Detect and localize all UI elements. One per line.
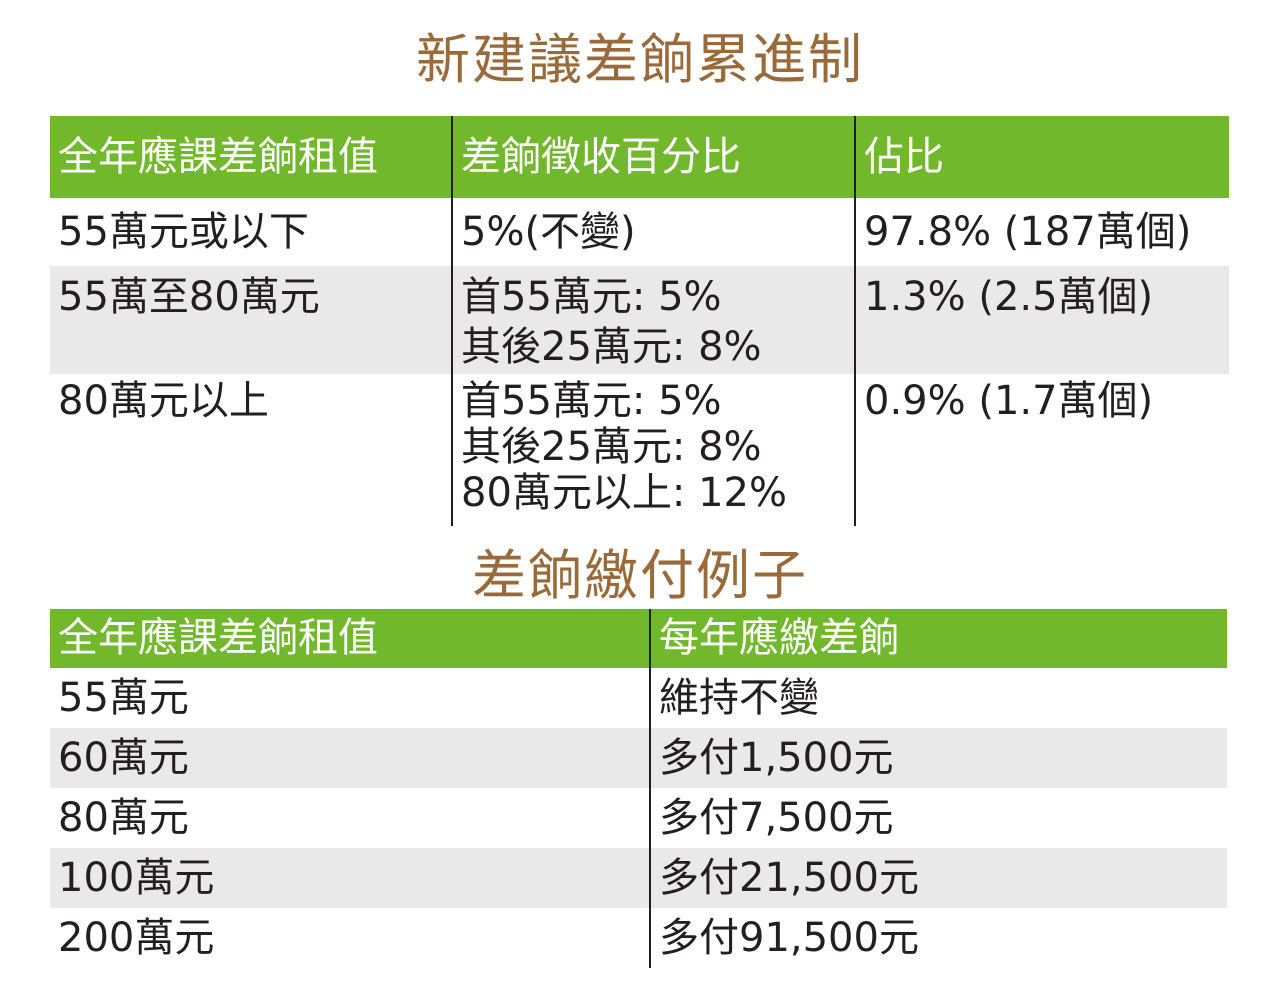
- rateable-value-cell: 80萬元: [58, 795, 189, 841]
- table-row: 60萬元 多付1,500元: [50, 728, 1227, 788]
- payment-cell: 多付1,500元: [649, 728, 1227, 788]
- header-share: 佔比: [854, 116, 1229, 198]
- table-row: 55萬元或以下 5%(不變) 97.8% (187萬個): [50, 198, 1229, 266]
- rateable-value-cell: 60萬元: [50, 728, 650, 788]
- rateable-value-cell: 55萬至80萬元: [50, 266, 452, 374]
- progressive-rates-title: 新建議差餉累進制: [416, 28, 864, 91]
- table-row: 200萬元 多付91,500元: [50, 908, 1227, 968]
- rateable-value-cell: 200萬元: [58, 915, 215, 961]
- table-row: 80萬元以上 首55萬元: 5% 其後25萬元: 8% 80萬元以上: 12% …: [50, 374, 1229, 526]
- table-header-row: 全年應課差餉租值 差餉徵收百分比 佔比: [50, 116, 1229, 198]
- rate-line: 5%(不變): [461, 209, 636, 255]
- rate-cell: 首55萬元: 5% 其後25萬元: 8%: [451, 266, 855, 374]
- rate-line: 其後25萬元: 8%: [461, 424, 762, 470]
- rateable-value-cell: 55萬元或以下: [58, 209, 309, 255]
- header-annual-payment: 每年應繳差餉: [649, 609, 1227, 668]
- payment-cell: 多付7,500元: [649, 788, 1227, 848]
- rateable-value-cell: 100萬元: [50, 848, 650, 908]
- table-row: 80萬元 多付7,500元: [50, 788, 1227, 848]
- header-rateable-value: 全年應課差餉租值: [50, 116, 452, 198]
- payment-cell: 多付91,500元: [649, 908, 1227, 968]
- rate-cell: 5%(不變): [451, 198, 855, 266]
- payment-cell: 多付21,500元: [649, 848, 1227, 908]
- rate-line: 80萬元以上: 12%: [461, 470, 787, 516]
- rate-line: 首55萬元: 5%: [461, 378, 722, 424]
- payment-cell: 維持不變: [649, 668, 1227, 728]
- rate-line: 首55萬元: 5%: [461, 274, 722, 320]
- payment-examples-table: 全年應課差餉租值 每年應繳差餉 55萬元 維持不變 60萬元 多付1,500元 …: [50, 609, 1227, 968]
- rate-cell: 首55萬元: 5% 其後25萬元: 8% 80萬元以上: 12%: [451, 374, 855, 526]
- rate-line: 其後25萬元: 8%: [461, 324, 762, 370]
- rateable-value-cell: 80萬元以上: [58, 378, 269, 424]
- progressive-rates-table: 全年應課差餉租值 差餉徵收百分比 佔比 55萬元或以下 5%(不變) 97.8%…: [50, 116, 1229, 526]
- share-cell: 97.8% (187萬個): [854, 198, 1229, 266]
- share-cell: 1.3% (2.5萬個): [854, 266, 1229, 374]
- table-header-row: 全年應課差餉租值 每年應繳差餉: [50, 609, 1227, 668]
- header-rateable-value: 全年應課差餉租值: [50, 609, 650, 668]
- rateable-value-cell: 55萬元: [58, 675, 189, 721]
- table-row: 100萬元 多付21,500元: [50, 848, 1227, 908]
- header-rate-percentage: 差餉徵收百分比: [451, 116, 855, 198]
- table-row: 55萬元 維持不變: [50, 668, 1227, 728]
- table-row: 55萬至80萬元 首55萬元: 5% 其後25萬元: 8% 1.3% (2.5萬…: [50, 266, 1229, 374]
- share-cell: 0.9% (1.7萬個): [854, 374, 1229, 526]
- payment-examples-title: 差餉繳付例子: [472, 544, 808, 607]
